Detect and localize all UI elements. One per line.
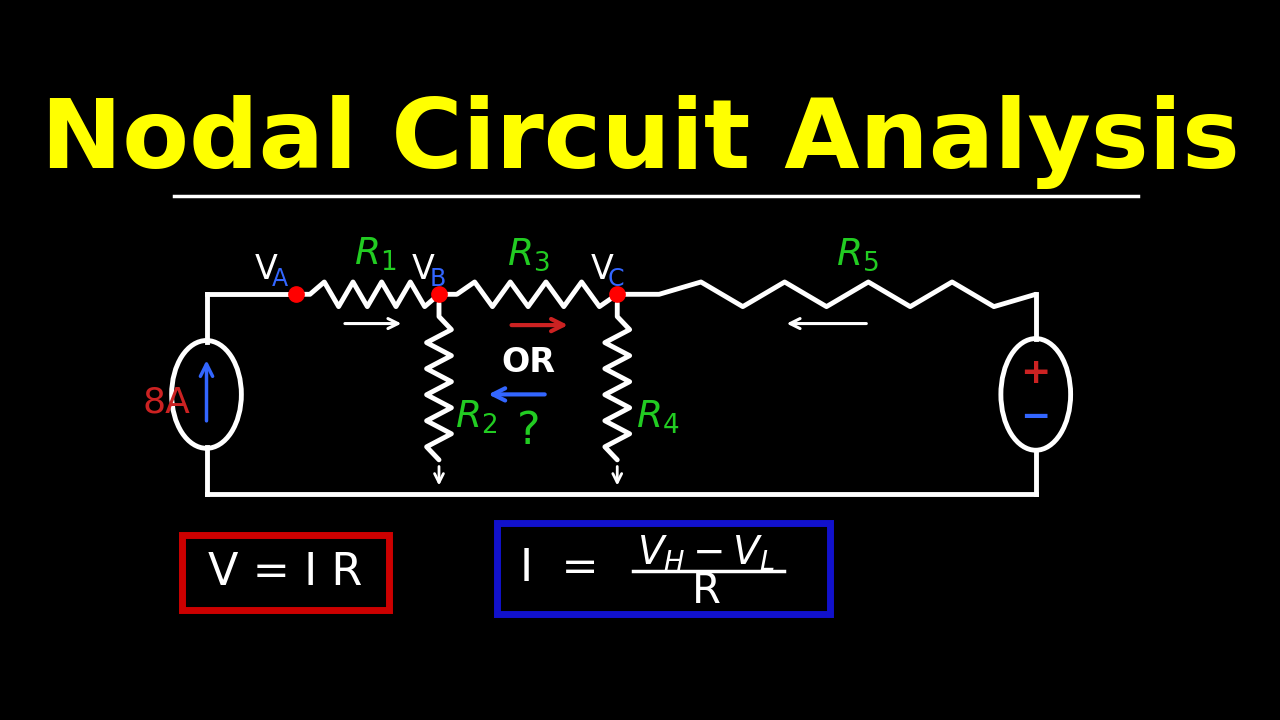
Text: −: − (1020, 400, 1051, 434)
Text: B: B (429, 267, 445, 291)
Text: $V_H - V_L$: $V_H - V_L$ (637, 534, 776, 573)
FancyBboxPatch shape (182, 534, 389, 610)
Text: C: C (608, 267, 623, 291)
Text: V = I R: V = I R (209, 551, 362, 594)
Text: I  =: I = (520, 547, 599, 590)
Text: ?: ? (516, 410, 540, 453)
Text: Nodal Circuit Analysis: Nodal Circuit Analysis (41, 95, 1240, 189)
Text: R: R (692, 570, 721, 612)
FancyBboxPatch shape (497, 523, 831, 614)
Text: $R_2$: $R_2$ (456, 399, 497, 436)
Text: A: A (273, 267, 288, 291)
Text: OR: OR (502, 346, 556, 379)
Text: $R_3$: $R_3$ (507, 236, 549, 273)
Text: +: + (1020, 356, 1051, 390)
Text: $R_4$: $R_4$ (636, 399, 680, 436)
Text: V: V (412, 253, 435, 286)
Text: $R_5$: $R_5$ (836, 236, 879, 273)
Text: $R_1$: $R_1$ (353, 235, 397, 273)
Text: 8A: 8A (142, 385, 191, 419)
Text: V: V (255, 253, 278, 286)
Text: V: V (590, 253, 613, 286)
